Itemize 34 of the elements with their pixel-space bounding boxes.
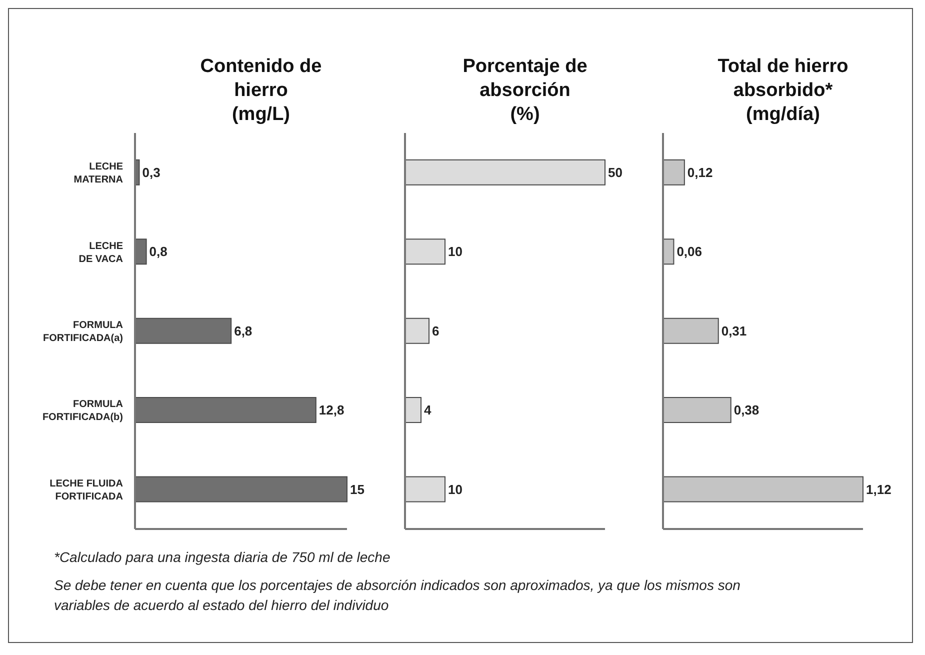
text: Se debe tener en cuenta que los porcentajes de absorción indicados son aproximados, ya que los mismos son variables de acuerdo al estado del hierro del individuo xyxy=(54,576,742,615)
bar xyxy=(404,238,446,265)
data-label: 15 xyxy=(350,482,364,497)
y-tick-label: LECHE DE VACA xyxy=(78,240,124,265)
data-label: 6,8 xyxy=(234,323,252,338)
y-tick-label: LECHE MATERNA xyxy=(74,162,124,186)
data-label: 0,31 xyxy=(721,323,747,338)
bar xyxy=(404,159,606,186)
chart-title: Total de hierro absorbido* (mg/día) xyxy=(718,55,848,127)
y-tick-label: FORMULA FORTIFICADA(b) xyxy=(42,399,123,424)
bar xyxy=(662,318,719,344)
bar xyxy=(404,397,422,424)
bar xyxy=(662,397,732,424)
bar xyxy=(662,159,685,186)
bar xyxy=(404,476,446,502)
data-label: 0,3 xyxy=(142,165,160,180)
chart-title: Contenido de hierro (mg/L) xyxy=(200,55,322,127)
data-label: 0,8 xyxy=(149,244,168,260)
data-label: 0,12 xyxy=(687,165,713,180)
data-label: 10 xyxy=(448,244,462,260)
chart-title: Porcentaje de absorción (%) xyxy=(462,55,588,127)
data-label: 6 xyxy=(432,323,440,338)
data-label: 12,8 xyxy=(318,402,344,418)
y-tick-label: LECHE FLUIDA FORTIFICADA xyxy=(50,478,123,502)
data-label: 50 xyxy=(608,165,622,180)
data-label: 10 xyxy=(448,482,462,497)
data-label: 0,06 xyxy=(676,244,702,260)
data-label: 4 xyxy=(424,402,432,418)
data-label: 1,12 xyxy=(866,482,892,497)
text: *Calculado para una ingesta diaria de 750 ml de leche xyxy=(54,548,392,567)
y-tick-label: FORMULA FORTIFICADA(a) xyxy=(43,320,123,344)
bar xyxy=(662,476,864,502)
data-label: 0,38 xyxy=(734,402,760,418)
bar xyxy=(404,318,430,344)
